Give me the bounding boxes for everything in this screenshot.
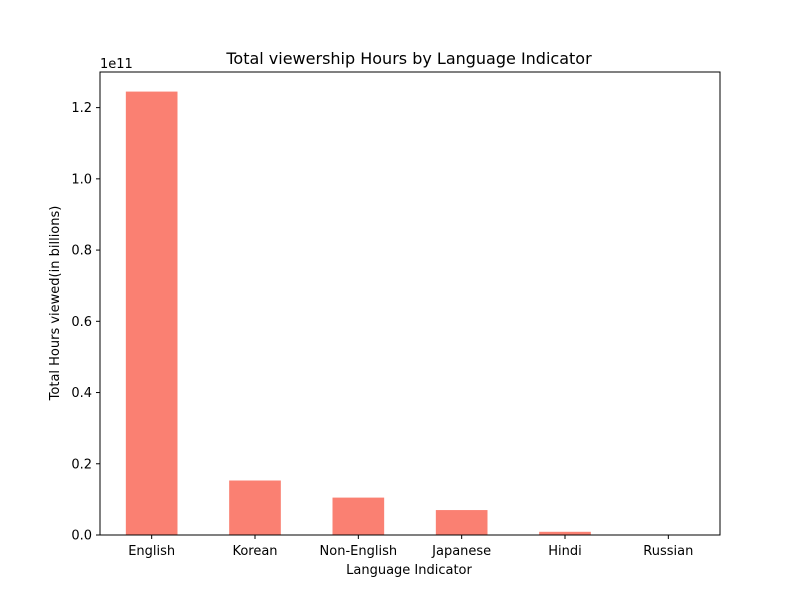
y-tick-label: 0.4: [71, 386, 92, 401]
bar-japanese: [435, 510, 488, 535]
y-axis-offset-label: 1e11: [100, 57, 133, 72]
x-axis-label: Language Indicator: [346, 563, 472, 578]
y-tick-label: 1.0: [71, 172, 92, 187]
chart-title: Total viewership Hours by Language Indic…: [225, 49, 592, 68]
x-tick-label: Non-English: [320, 544, 398, 559]
bar-non-english: [332, 497, 385, 535]
bars-group: [125, 91, 695, 535]
y-tick-label: 0.8: [71, 244, 92, 259]
bar-hindi: [539, 531, 591, 535]
plot-area-frame: [99, 71, 721, 536]
y-tick-label: 0.6: [71, 315, 92, 330]
x-tick-label: Korean: [232, 544, 277, 559]
bar-english: [125, 91, 178, 535]
y-axis-label: Total Hours viewed(in billions): [48, 206, 63, 402]
x-tick-label: English: [128, 544, 175, 559]
bar-korean: [229, 480, 281, 535]
y-tick-label: 0.2: [71, 457, 92, 472]
x-tick-label: Russian: [643, 544, 693, 559]
y-tick-label: 0.0: [71, 529, 92, 544]
x-tick-label: Japanese: [431, 544, 491, 559]
x-tick-label: Hindi: [548, 544, 582, 559]
y-axis-ticks: 0.0 0.2 0.4 0.6 0.8 1.0 1.2: [71, 101, 100, 544]
y-tick-label: 1.2: [71, 101, 92, 116]
x-axis-ticks: English Korean Non-English Japanese Hindi Rus…: [128, 535, 693, 559]
